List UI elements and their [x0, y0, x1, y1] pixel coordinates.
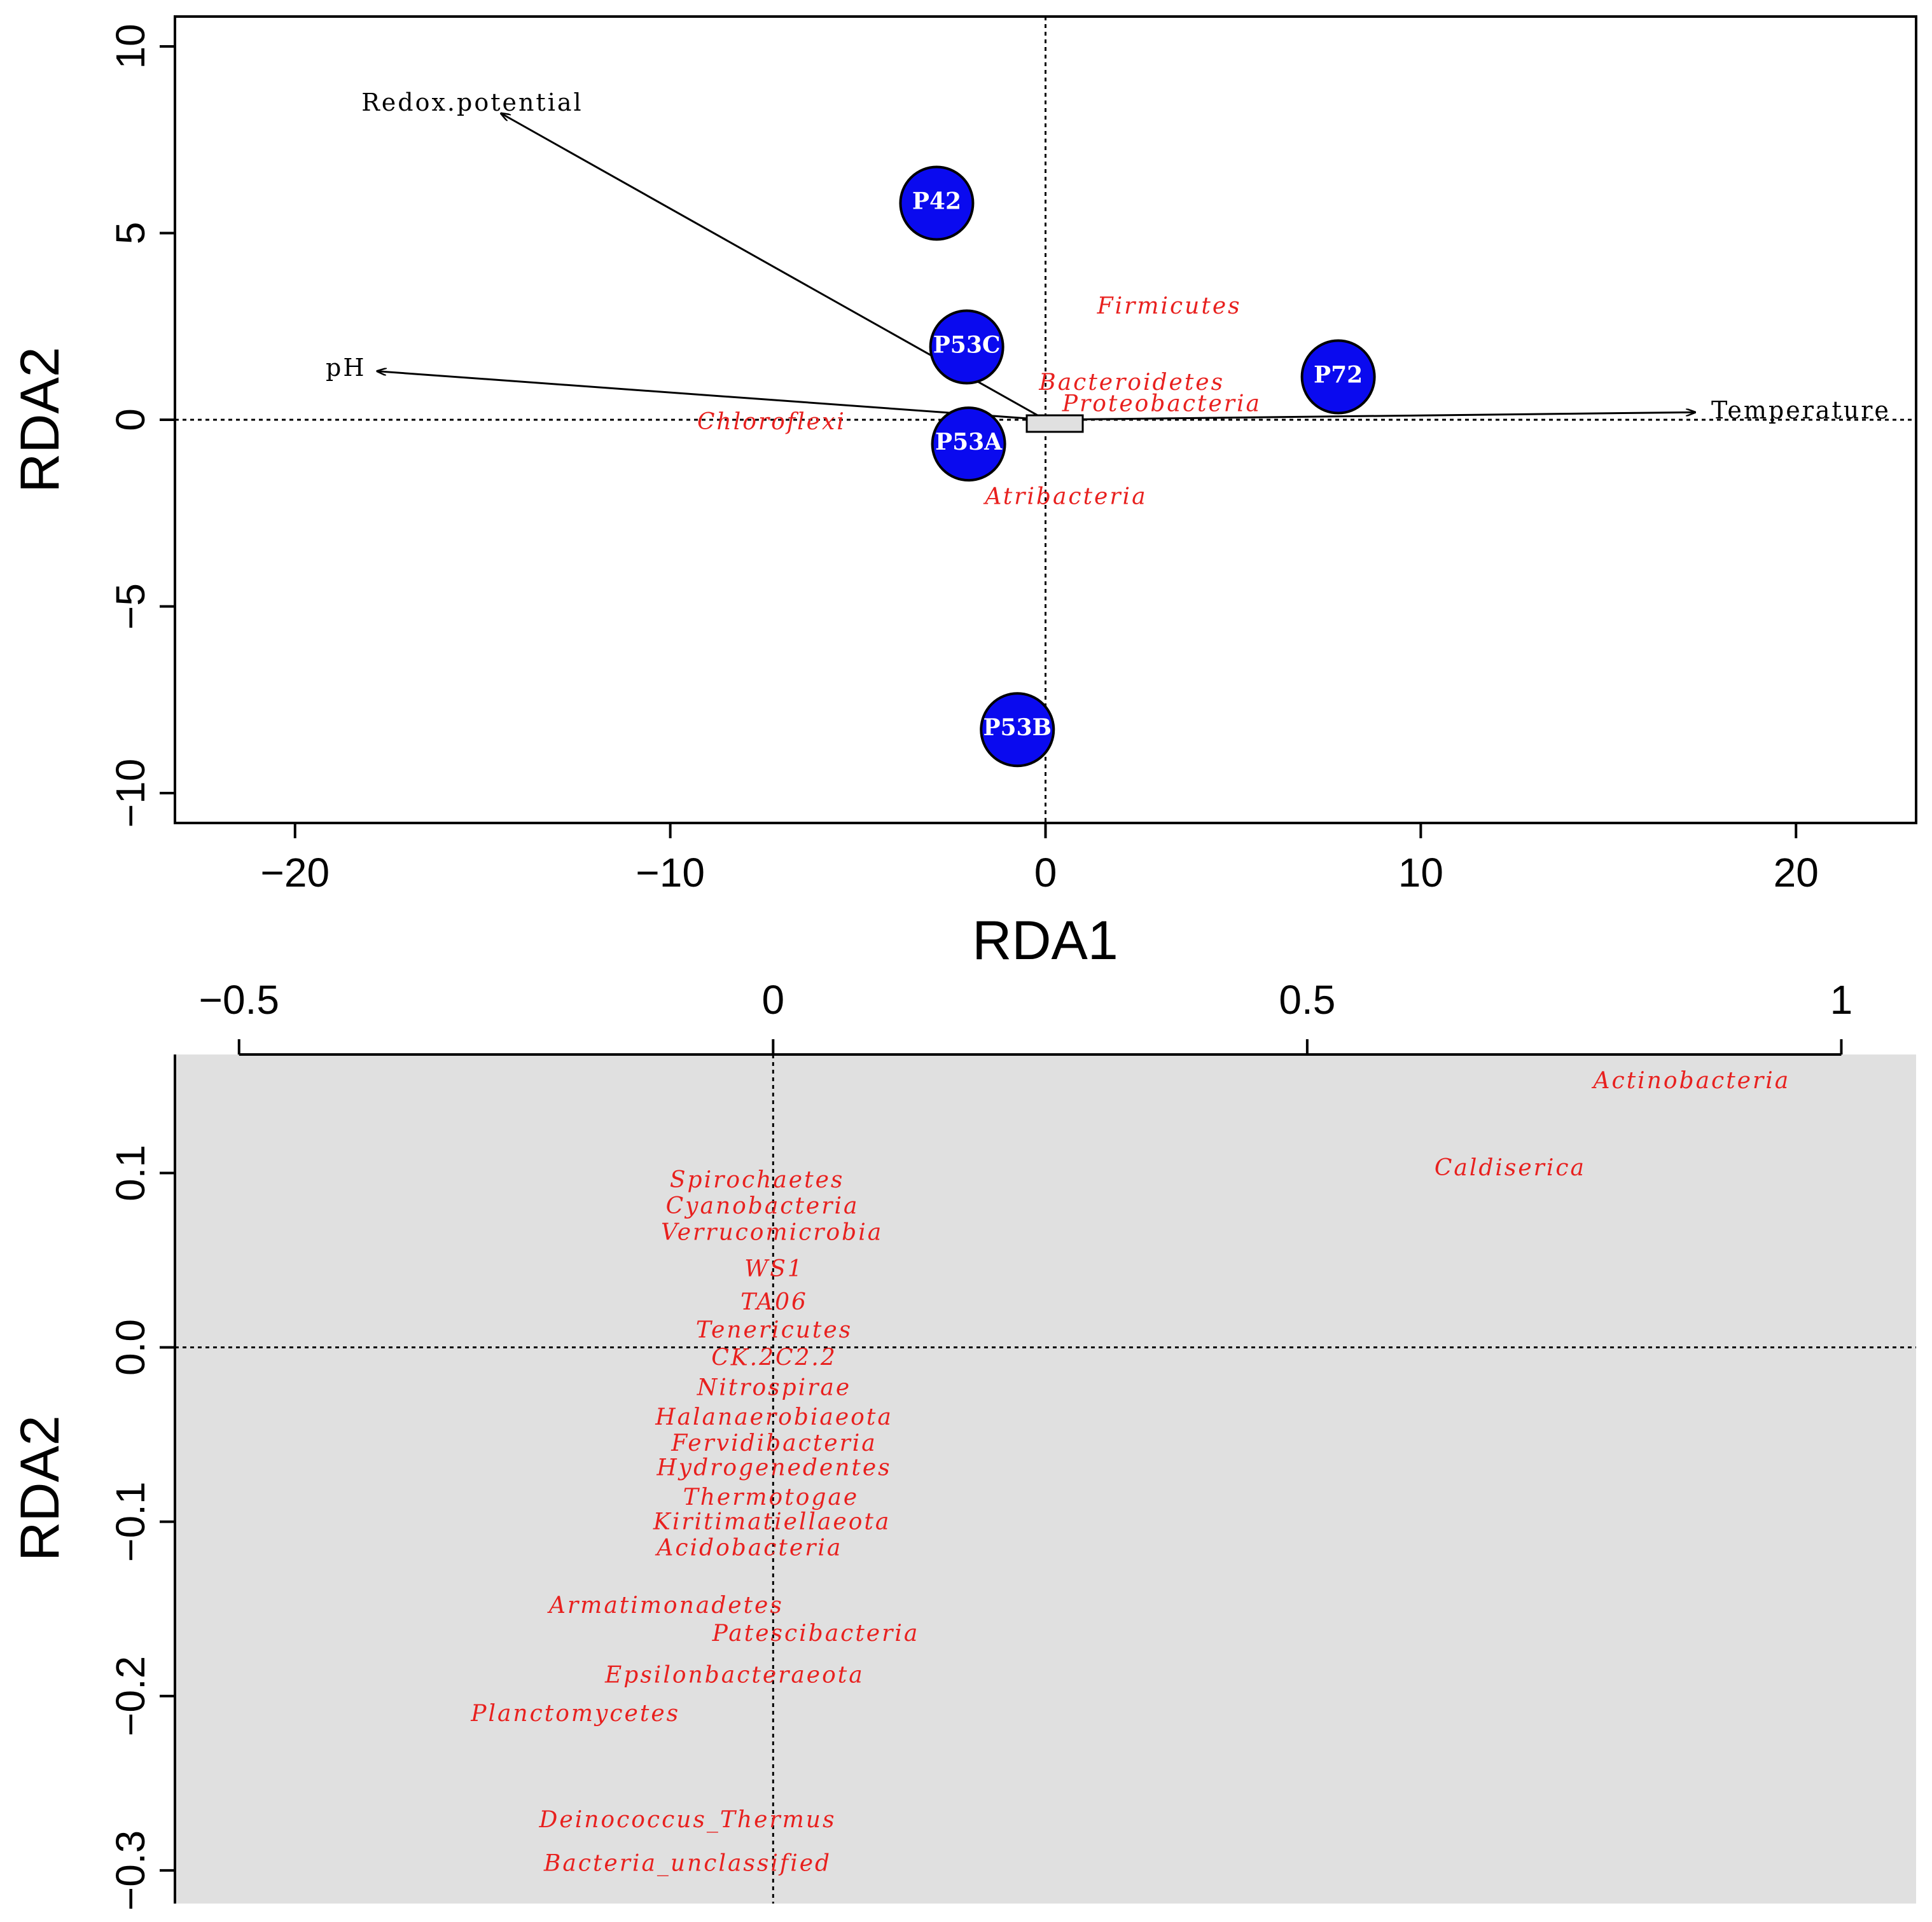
top-y-tick-label: −10 [108, 759, 153, 828]
site-label: P53C [933, 332, 1001, 359]
species-label: Cyanobacteria [666, 1193, 859, 1219]
bottom-species-plot: −0.5 0 0.5 1 −0.3 −0.2 −0.1 0.0 0.1 Actinobacte… [10, 977, 1916, 1911]
species-label: Acidobacteria [655, 1535, 842, 1561]
bottom-x-tick-label: 0 [762, 977, 785, 1023]
bottom-y-axis-title: RDA2 [10, 1415, 71, 1561]
bottom-y-tick-label: 0.1 [108, 1145, 153, 1201]
species-label: Fervidibacteria [671, 1430, 877, 1456]
species-label: CK.2C2.2 [711, 1345, 837, 1371]
bottom-y-axis: −0.3 −0.2 −0.1 0.0 0.1 [108, 1145, 175, 1911]
env-arrow-label: pH [326, 354, 366, 382]
site-markers: P42 P53C P53A P72 P53B [899, 165, 1376, 768]
species-label: Hydrogenedentes [656, 1455, 891, 1481]
top-x-axis-title: RDA1 [972, 910, 1118, 971]
site-marker [931, 406, 1006, 482]
site-label: P72 [1314, 361, 1363, 388]
env-arrow [1045, 412, 1695, 421]
top-x-tick-label: 10 [1398, 850, 1443, 895]
species-label: Deinococcus_Thermus [539, 1807, 837, 1833]
bottom-y-tick-label: 0.0 [108, 1319, 153, 1376]
env-arrow [378, 371, 1046, 421]
species-label: Chloroflexi [697, 409, 846, 435]
site-marker [929, 309, 1004, 385]
species-label: Actinobacteria [1592, 1068, 1791, 1094]
bottom-plot-background [175, 1054, 1916, 1904]
bottom-y-tick-label: −0.1 [108, 1481, 153, 1561]
bottom-x-tick-label: 0.5 [1279, 977, 1335, 1023]
species-label: Tenericutes [696, 1317, 852, 1343]
species-label: Armatimonadetes [547, 1593, 784, 1619]
top-x-tick-label: −10 [636, 850, 705, 895]
top-y-tick-label: −5 [108, 583, 153, 630]
env-arrow-label: Temperature [1711, 396, 1891, 424]
bottom-x-tick-label: −0.5 [199, 977, 279, 1023]
species-label: Bacteroidetes [1038, 370, 1225, 396]
top-y-tick-label: 0 [108, 408, 153, 431]
site-label: P53A [935, 429, 1003, 455]
site-label: P42 [912, 188, 961, 215]
top-x-tick-label: −20 [260, 850, 330, 895]
species-label: Caldiserica [1435, 1155, 1586, 1181]
top-x-axis: −20 −10 0 10 20 [260, 823, 1819, 895]
species-label: Kiritimatiellaeota [653, 1509, 891, 1535]
bottom-top-x-axis: −0.5 0 0.5 1 [199, 977, 1853, 1056]
site-label: P53B [983, 714, 1052, 741]
species-label: TA06 [740, 1289, 808, 1315]
top-y-axis: −10 −5 0 5 10 [108, 24, 175, 827]
species-label: Bacteria_unclassified [543, 1851, 831, 1877]
species-label: Atribacteria [983, 483, 1147, 509]
species-label: Patescibacteria [712, 1621, 920, 1647]
species-label: Nitrospirae [697, 1374, 851, 1400]
site-marker [980, 692, 1055, 768]
site-marker [1300, 339, 1376, 415]
origin-box [1025, 414, 1084, 433]
species-label: Planctomycetes [470, 1701, 680, 1727]
top-x-tick-label: 0 [1034, 850, 1057, 895]
top-x-tick-label: 20 [1774, 850, 1819, 895]
species-label: Thermotogae [683, 1484, 859, 1511]
bottom-species-labels: Actinobacteria Caldiserica SpirochaetesCya… [470, 1068, 1791, 1877]
species-label: Proteobacteria [1062, 391, 1261, 417]
species-label: Verrucomicrobia [661, 1219, 883, 1245]
top-y-tick-label: 10 [108, 24, 153, 69]
species-label: WS1 [744, 1256, 804, 1282]
bottom-y-tick-label: −0.3 [108, 1830, 153, 1911]
top-y-tick-label: 5 [108, 222, 153, 245]
top-y-axis-title: RDA2 [10, 347, 71, 492]
bottom-y-tick-label: −0.2 [108, 1656, 153, 1736]
site-marker [899, 165, 975, 241]
species-label: Spirochaetes [670, 1167, 844, 1193]
species-label: Halanaerobiaeota [655, 1404, 893, 1430]
species-label: Firmicutes [1097, 293, 1242, 319]
species-label: Epsilonbacteraeota [604, 1663, 865, 1689]
bottom-x-tick-label: 1 [1830, 977, 1853, 1023]
top-rda-plot: −20 −10 0 10 20 −10 −5 0 5 10 Redox.potential pH T… [10, 15, 1917, 971]
env-arrow-label: Redox.potential [361, 88, 583, 116]
